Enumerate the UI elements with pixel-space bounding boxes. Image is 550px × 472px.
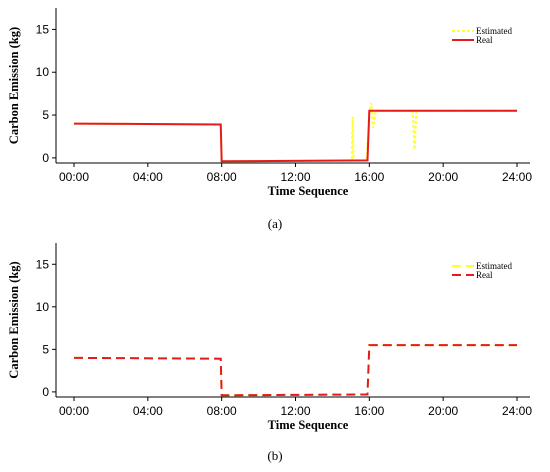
y-tick-label: 15 bbox=[36, 22, 50, 36]
x-tick-label: 24:00 bbox=[502, 404, 532, 418]
x-tick-label: 16:00 bbox=[354, 170, 384, 184]
x-tick-label: 04:00 bbox=[133, 170, 163, 184]
x-tick-label: 20:00 bbox=[428, 170, 458, 184]
y-tick-label: 10 bbox=[36, 65, 50, 79]
x-tick-label: 12:00 bbox=[280, 404, 310, 418]
x-axis-title: Time Sequence bbox=[268, 418, 349, 432]
x-tick-label: 08:00 bbox=[207, 170, 237, 184]
y-tick-label: 5 bbox=[42, 342, 49, 356]
y-tick-label: 5 bbox=[42, 108, 49, 122]
x-tick-label: 12:00 bbox=[280, 170, 310, 184]
x-axis-title: Time Sequence bbox=[268, 184, 349, 198]
series-line-real bbox=[73, 344, 517, 397]
legend-label-real: Real bbox=[476, 35, 493, 45]
series-line-estimated bbox=[73, 102, 517, 163]
chart-panel-a: 0 5 10 15 00:00 04:00 08:00 12:00 16:00 20:00 24:0… bbox=[7, 8, 532, 198]
chart-panel-b: 0 5 10 15 00:00 04:00 08:00 12:00 16:00 20:00 24:0… bbox=[7, 243, 532, 432]
y-tick-label: 0 bbox=[42, 385, 49, 399]
x-tick-label: 04:00 bbox=[133, 404, 163, 418]
legend-label-estimated: Estimated bbox=[476, 26, 512, 36]
x-tick-label: 16:00 bbox=[354, 404, 384, 418]
x-tick-label: 08:00 bbox=[207, 404, 237, 418]
panel-label-b: (b) bbox=[267, 448, 283, 463]
x-tick-label: 00:00 bbox=[59, 404, 89, 418]
panel-label-a: (a) bbox=[267, 216, 283, 231]
series-line-estimated bbox=[73, 344, 517, 397]
y-tick-label: 15 bbox=[36, 257, 50, 271]
x-tick-label: 24:00 bbox=[502, 170, 532, 184]
legend-label-estimated: Estimated bbox=[476, 261, 512, 271]
y-axis-title: Carbon Emission (kg) bbox=[7, 27, 21, 144]
legend-label-real: Real bbox=[476, 270, 493, 280]
x-tick-label: 20:00 bbox=[428, 404, 458, 418]
y-tick-label: 10 bbox=[36, 300, 50, 314]
y-tick-label: 0 bbox=[42, 151, 49, 165]
y-axis-title: Carbon Emission (kg) bbox=[7, 261, 21, 378]
series-line-real bbox=[73, 109, 517, 163]
x-tick-label: 00:00 bbox=[59, 170, 89, 184]
